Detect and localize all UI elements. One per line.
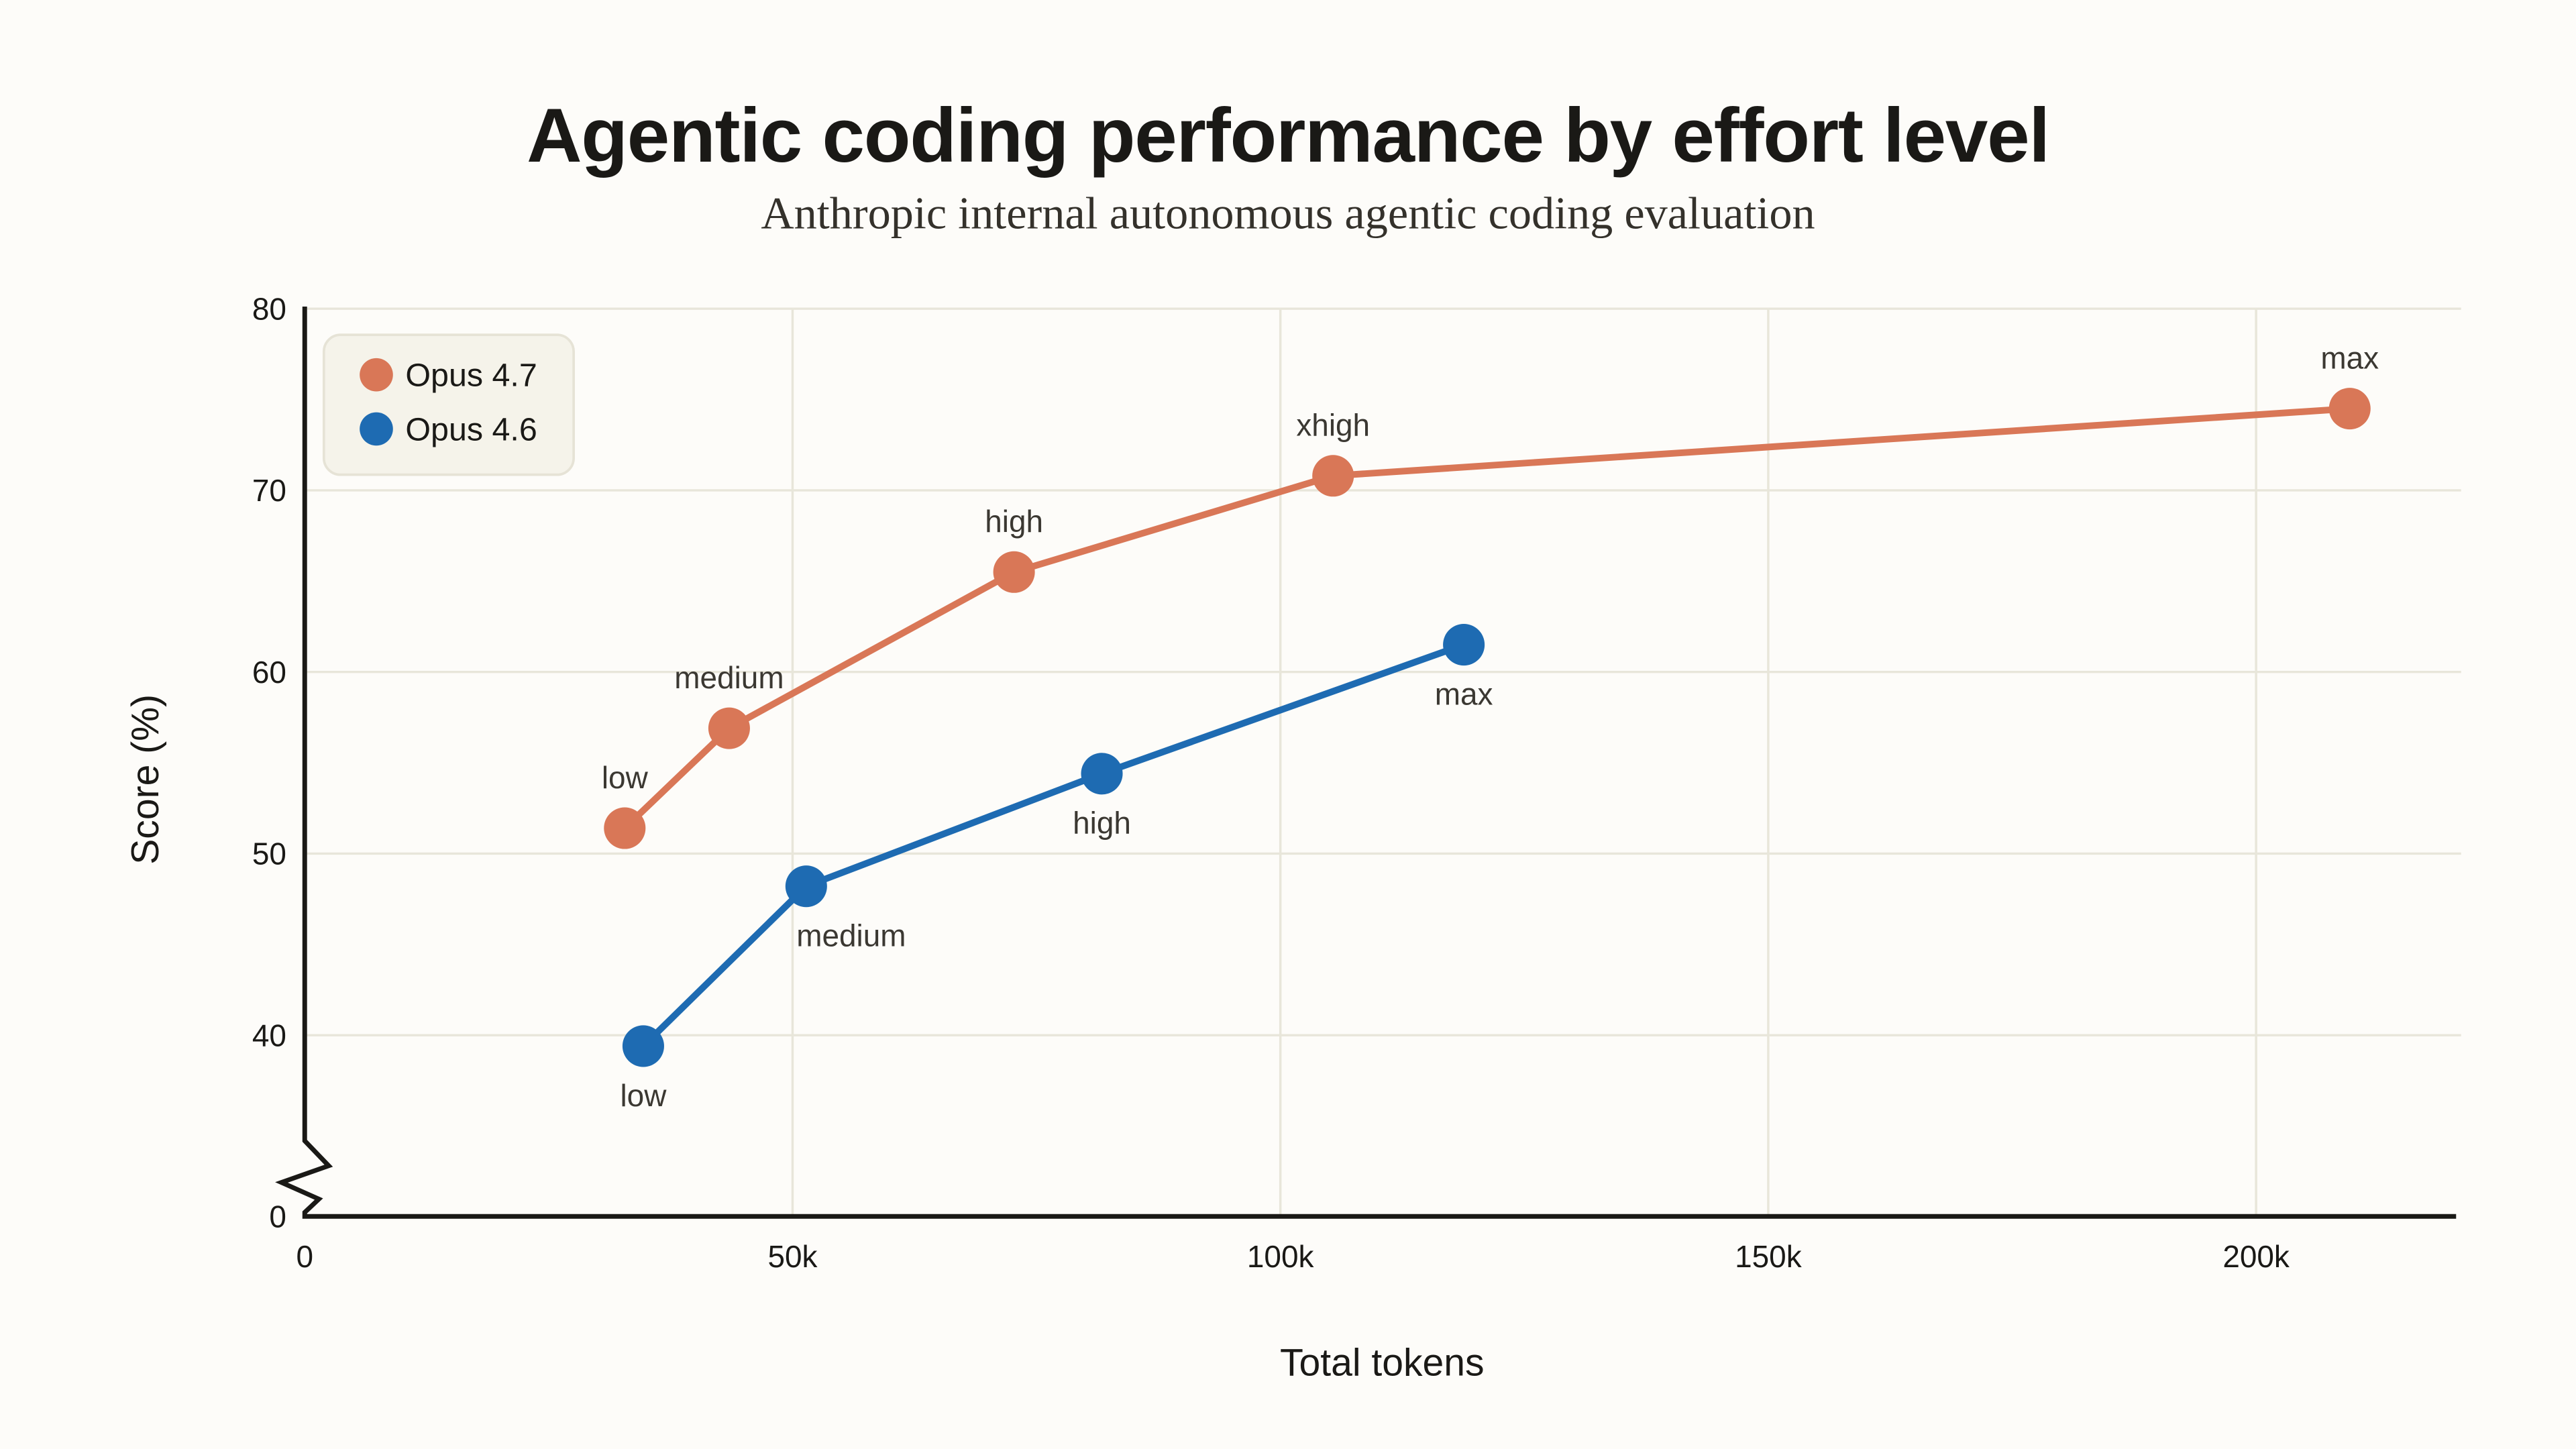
y-tick-label: 0 (269, 1199, 286, 1234)
x-tick-label: 150k (1735, 1239, 1803, 1274)
data-point-max (1443, 624, 1485, 666)
y-tick-label: 50 (252, 837, 286, 871)
legend-label: Opus 4.7 (405, 358, 537, 394)
y-tick-label: 80 (252, 291, 286, 326)
y-tick-label: 60 (252, 655, 286, 690)
series-line-opus-4.7 (621, 405, 2353, 832)
data-series: low medium high xhigh max low medium high max (602, 341, 2379, 1113)
series-line-opus-4.6 (639, 641, 1468, 1050)
data-point-low (622, 1025, 664, 1067)
y-tick-label: 40 (252, 1018, 286, 1053)
data-point-medium (785, 865, 827, 908)
axes: 0 50k 100k 150k 200k 0 40 50 60 70 80 (252, 291, 2457, 1274)
point-label-xhigh: xhigh (1296, 408, 1370, 443)
y-axis-title: Score (%) (124, 694, 167, 865)
legend: Opus 4.7 Opus 4.6 (322, 333, 575, 476)
data-point-xhigh (1312, 455, 1354, 497)
legend-label: Opus 4.6 (405, 411, 537, 447)
legend-box (322, 333, 575, 476)
data-point-high (993, 551, 1035, 593)
point-label-max: max (2320, 341, 2379, 376)
x-tick-label: 50k (767, 1239, 818, 1274)
data-point-medium (708, 707, 750, 749)
data-point-max (2328, 388, 2371, 430)
chart-subtitle: Anthropic internal autonomous agentic co… (761, 187, 1815, 238)
data-point-low (604, 807, 646, 849)
chart-title: Agentic coding performance by effort lev… (527, 93, 2049, 178)
point-label-high: high (985, 504, 1043, 539)
x-tick-label: 200k (2222, 1239, 2290, 1274)
point-label-low: low (602, 760, 649, 795)
x-tick-label: 0 (296, 1239, 313, 1274)
legend-swatch-opus47 (360, 358, 393, 392)
axis-line-with-break (275, 306, 2457, 1219)
point-label-high: high (1073, 806, 1131, 841)
point-label-medium: medium (674, 660, 784, 695)
point-label-low: low (620, 1078, 667, 1113)
x-axis-title: Total tokens (1280, 1342, 1485, 1385)
data-point-high (1081, 753, 1123, 795)
legend-swatch-opus46 (360, 412, 393, 446)
point-label-max: max (1435, 676, 1493, 711)
y-tick-label: 70 (252, 473, 286, 508)
point-label-medium: medium (796, 918, 906, 953)
x-tick-label: 100k (1247, 1239, 1315, 1274)
